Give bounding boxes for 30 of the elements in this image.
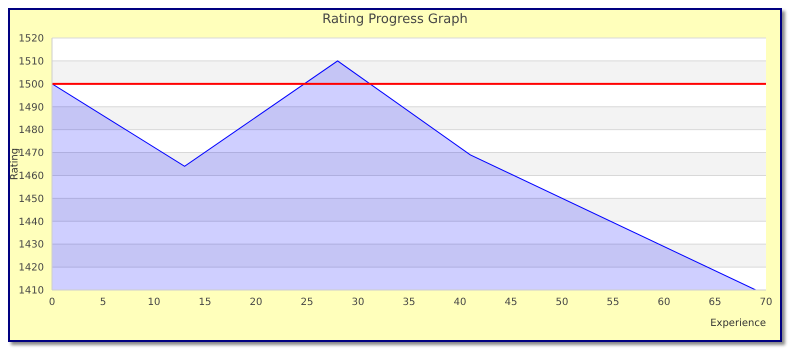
y-tick-label: 1470	[18, 148, 44, 160]
chart-title: Rating Progress Graph	[321, 11, 469, 29]
x-tick-label: 50	[556, 297, 568, 308]
x-tick-label: 15	[198, 297, 212, 308]
y-tick-label: 1420	[18, 262, 44, 274]
x-tick-label: 55	[606, 297, 620, 308]
x-axis-title: Experience	[710, 318, 766, 329]
y-tick-label: 1460	[18, 171, 44, 182]
y-tick-label: 1430	[18, 240, 44, 251]
y-tick-label: 1410	[18, 286, 44, 297]
x-tick-label: 65	[708, 297, 722, 308]
y-tick-label: 1480	[18, 125, 44, 136]
y-tick-label: 1490	[18, 102, 44, 114]
y-tick-label: 1520	[18, 34, 44, 45]
x-tick-label: 35	[402, 297, 416, 308]
x-tick-label: 25	[300, 297, 314, 308]
y-tick-label: 1450	[18, 194, 44, 205]
y-tick-label: 1510	[18, 56, 44, 68]
x-tick-label: 0	[48, 297, 56, 308]
x-tick-label: 5	[100, 297, 106, 308]
x-tick-label: 60	[658, 297, 670, 308]
x-tick-label: 20	[250, 297, 262, 308]
y-tick-label: 1440	[18, 216, 44, 228]
x-tick-label: 45	[504, 297, 518, 308]
x-tick-label: 70	[760, 297, 772, 308]
x-tick-label: 40	[454, 297, 466, 308]
y-tick-label: 1500	[18, 79, 44, 90]
x-tick-label: 30	[352, 297, 364, 308]
x-tick-label: 10	[148, 297, 160, 308]
y-axis-title: Rating	[10, 148, 21, 180]
